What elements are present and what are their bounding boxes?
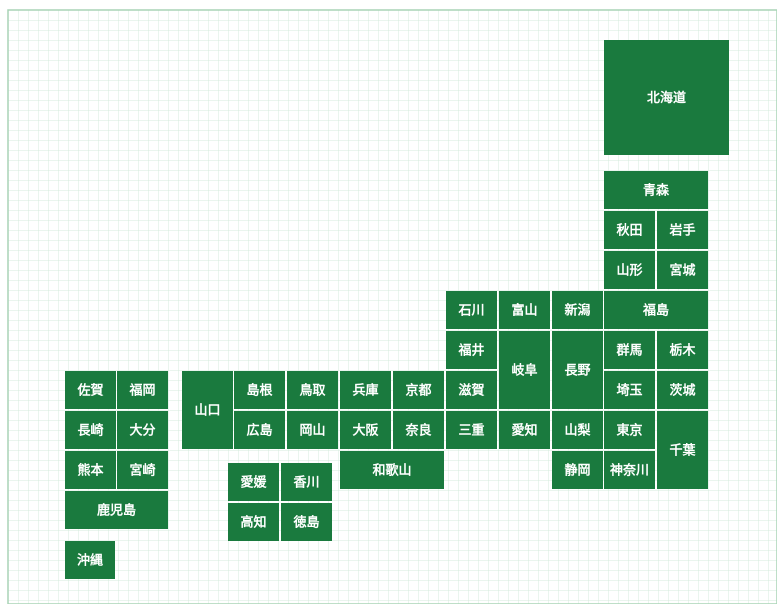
- prefecture-tile[interactable]: 宮崎: [117, 451, 168, 489]
- prefecture-shape[interactable]: [287, 411, 338, 449]
- prefecture-tile[interactable]: 大分: [117, 411, 168, 449]
- prefecture-tile[interactable]: 香川: [281, 463, 332, 501]
- prefecture-shape[interactable]: [281, 503, 332, 541]
- prefecture-shape[interactable]: [499, 291, 550, 329]
- prefecture-tile[interactable]: 秋田: [604, 211, 655, 249]
- prefecture-shape[interactable]: [657, 251, 708, 289]
- prefecture-tile[interactable]: 岩手: [657, 211, 708, 249]
- prefecture-shape[interactable]: [340, 411, 391, 449]
- prefecture-tile[interactable]: 京都: [393, 371, 444, 409]
- prefecture-shape[interactable]: [552, 291, 603, 329]
- prefecture-tile[interactable]: 鳥取: [287, 371, 338, 409]
- prefecture-shape[interactable]: [393, 371, 444, 409]
- prefecture-shape[interactable]: [446, 331, 497, 369]
- prefecture-shape[interactable]: [499, 331, 550, 409]
- prefecture-tile[interactable]: 佐賀: [65, 371, 116, 409]
- prefecture-shape[interactable]: [340, 371, 391, 409]
- prefecture-tile[interactable]: 山梨: [552, 411, 603, 449]
- prefecture-tile[interactable]: 富山: [499, 291, 550, 329]
- prefecture-tile[interactable]: 熊本: [65, 451, 116, 489]
- prefecture-tile[interactable]: 宮城: [657, 251, 708, 289]
- prefecture-shape[interactable]: [604, 291, 708, 329]
- prefecture-shape[interactable]: [657, 411, 708, 489]
- prefecture-shape[interactable]: [340, 451, 444, 489]
- prefecture-tile[interactable]: 愛媛: [228, 463, 279, 501]
- prefecture-shape[interactable]: [65, 451, 116, 489]
- prefecture-tile[interactable]: 沖縄: [65, 541, 115, 579]
- prefecture-tile[interactable]: 北海道: [604, 40, 729, 155]
- prefecture-shape[interactable]: [552, 331, 603, 409]
- prefecture-shape[interactable]: [393, 411, 444, 449]
- prefecture-tile[interactable]: 群馬: [604, 331, 655, 369]
- prefecture-shape[interactable]: [287, 371, 338, 409]
- prefecture-shape[interactable]: [552, 451, 603, 489]
- prefecture-tile[interactable]: 和歌山: [340, 451, 444, 489]
- prefecture-shape[interactable]: [281, 463, 332, 501]
- prefecture-shape[interactable]: [446, 411, 497, 449]
- prefecture-shape[interactable]: [446, 371, 497, 409]
- prefecture-tile[interactable]: 茨城: [657, 371, 708, 409]
- prefecture-tile[interactable]: 福岡: [117, 371, 168, 409]
- prefecture-tile[interactable]: 岡山: [287, 411, 338, 449]
- prefecture-tile[interactable]: 徳島: [281, 503, 332, 541]
- prefecture-tile[interactable]: 奈良: [393, 411, 444, 449]
- prefecture-shape[interactable]: [65, 541, 115, 579]
- prefecture-shape[interactable]: [657, 371, 708, 409]
- prefecture-tile[interactable]: 島根: [234, 371, 285, 409]
- prefecture-tile[interactable]: 高知: [228, 503, 279, 541]
- prefecture-shape[interactable]: [604, 331, 655, 369]
- prefecture-shape[interactable]: [604, 171, 708, 209]
- prefecture-tile[interactable]: 東京: [604, 411, 655, 449]
- prefecture-tile[interactable]: 長野: [552, 331, 603, 409]
- prefecture-tile[interactable]: 愛知: [499, 411, 550, 449]
- prefecture-tile[interactable]: 静岡: [552, 451, 603, 489]
- prefecture-shape[interactable]: [604, 211, 655, 249]
- prefecture-tile[interactable]: 福井: [446, 331, 497, 369]
- prefecture-tile[interactable]: 福島: [604, 291, 708, 329]
- prefecture-shape[interactable]: [234, 371, 285, 409]
- prefecture-tile[interactable]: 三重: [446, 411, 497, 449]
- prefecture-shape[interactable]: [182, 371, 233, 449]
- prefecture-shape[interactable]: [228, 503, 279, 541]
- prefecture-tile[interactable]: 石川: [446, 291, 497, 329]
- prefecture-tile[interactable]: 兵庫: [340, 371, 391, 409]
- prefecture-shape[interactable]: [604, 411, 655, 449]
- prefecture-shape[interactable]: [117, 411, 168, 449]
- prefecture-tile[interactable]: 栃木: [657, 331, 708, 369]
- prefecture-tile[interactable]: 新潟: [552, 291, 603, 329]
- prefecture-tile[interactable]: 山形: [604, 251, 655, 289]
- prefecture-shape[interactable]: [446, 291, 497, 329]
- prefecture-tile[interactable]: 広島: [234, 411, 285, 449]
- prefecture-tile[interactable]: 大阪: [340, 411, 391, 449]
- prefecture-tile[interactable]: 埼玉: [604, 371, 655, 409]
- prefecture-shape[interactable]: [657, 331, 708, 369]
- prefecture-tile[interactable]: 千葉: [657, 411, 708, 489]
- prefecture-shape[interactable]: [65, 411, 116, 449]
- prefecture-shape[interactable]: [234, 411, 285, 449]
- prefecture-shape[interactable]: [552, 411, 603, 449]
- prefecture-tile[interactable]: 神奈川: [604, 451, 655, 489]
- prefecture-shape[interactable]: [499, 411, 550, 449]
- prefecture-tile[interactable]: 鹿児島: [65, 491, 168, 529]
- prefecture-shape[interactable]: [604, 451, 655, 489]
- prefecture-tile[interactable]: 青森: [604, 171, 708, 209]
- prefecture-shape[interactable]: [65, 491, 168, 529]
- prefecture-tile[interactable]: 滋賀: [446, 371, 497, 409]
- prefecture-shape[interactable]: [657, 211, 708, 249]
- prefecture-shape[interactable]: [604, 371, 655, 409]
- prefecture-shape[interactable]: [228, 463, 279, 501]
- prefecture-shape[interactable]: [117, 371, 168, 409]
- prefecture-tile[interactable]: 岐阜: [499, 331, 550, 409]
- prefecture-tile[interactable]: 長崎: [65, 411, 116, 449]
- prefecture-shape[interactable]: [117, 451, 168, 489]
- prefecture-tile[interactable]: 山口: [182, 371, 233, 449]
- prefecture-shape[interactable]: [604, 40, 729, 155]
- prefecture-shape[interactable]: [604, 251, 655, 289]
- prefecture-shape[interactable]: [65, 371, 116, 409]
